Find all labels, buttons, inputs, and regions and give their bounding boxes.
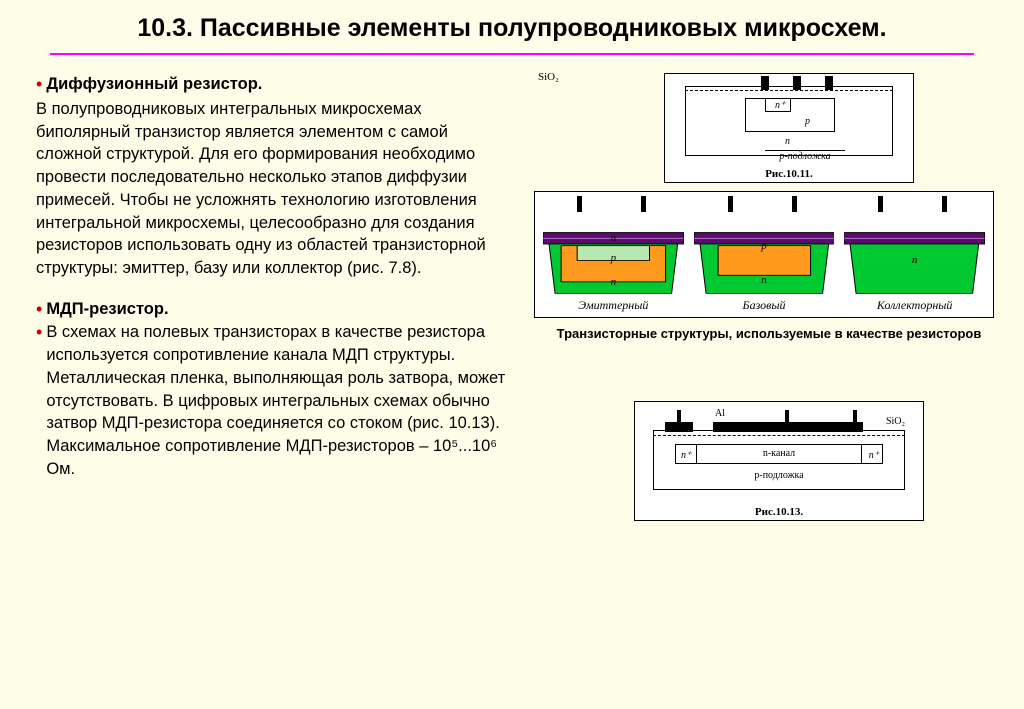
bullet-icon: • <box>36 298 42 321</box>
content-area: • Диффузионный резистор. В полупроводник… <box>0 55 1024 521</box>
figure-caption: Рис.10.13. <box>635 506 923 518</box>
label-al: Al <box>715 408 725 419</box>
figure-10-13: Al SiO₂ n⁺ n⁺ n-канал p-подложка Рис.10.… <box>634 401 924 521</box>
figure-structures: SiO₂ n p n Эмиттерный <box>534 191 994 318</box>
section-text: В полупроводниковых интегральных микросх… <box>36 98 516 280</box>
section-heading: Диффузионный резистор. <box>46 73 262 96</box>
label-substrate: p-подложка <box>765 150 845 162</box>
label-p: p <box>805 116 810 127</box>
label-substrate: p-подложка <box>635 470 923 481</box>
structure: p n Базовый <box>694 198 835 313</box>
label-n: n <box>785 136 790 147</box>
figures-column: n⁺ p n p-подложка Рис.10.11. SiO₂ n <box>534 73 1004 521</box>
label-channel: n-канал <box>635 448 923 459</box>
bullet-icon: • <box>36 321 42 344</box>
text-column: • Диффузионный резистор. В полупроводник… <box>36 73 516 521</box>
bullet-icon: • <box>36 73 42 96</box>
label-nplus: n⁺ <box>775 100 785 111</box>
page-title: 10.3. Пассивные элементы полупроводников… <box>0 0 1024 49</box>
structure: n p n Эмиттерный <box>543 198 684 313</box>
figure-caption: Транзисторные структуры, используемые в … <box>534 326 1004 341</box>
label-sio2: SiO₂ <box>886 416 905 427</box>
section-heading: МДП-резистор. <box>46 298 168 321</box>
figure-10-11: n⁺ p n p-подложка Рис.10.11. <box>664 73 914 183</box>
label-sio2: SiO₂ <box>538 71 559 83</box>
figure-caption: Рис.10.11. <box>665 168 913 180</box>
structure: n Коллекторный <box>844 198 985 313</box>
section-text: В схемах на полевых транзисторах в качес… <box>46 321 516 480</box>
